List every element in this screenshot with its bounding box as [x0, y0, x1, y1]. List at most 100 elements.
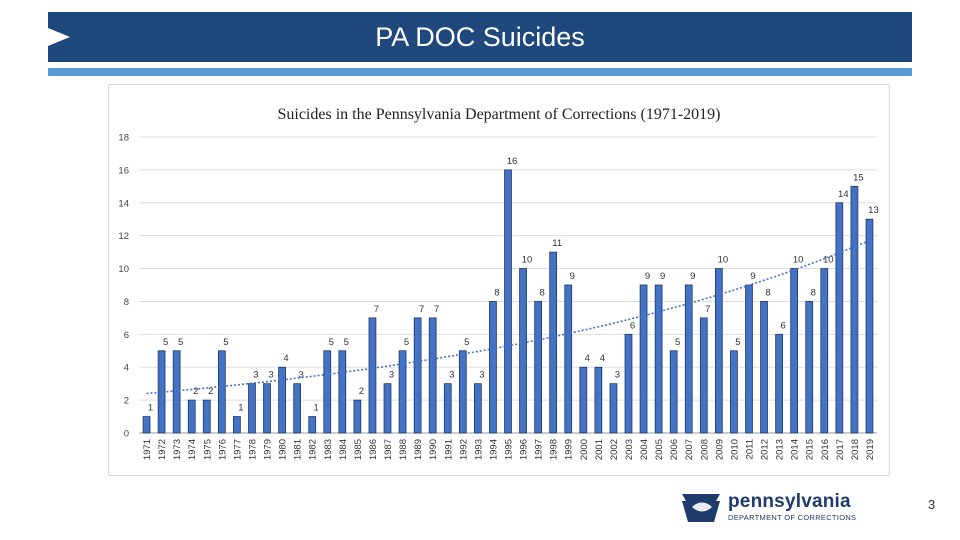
data-label: 8 — [765, 287, 770, 298]
x-tick-label: 1972 — [157, 439, 168, 460]
x-tick-label: 2004 — [639, 439, 650, 460]
data-label: 5 — [329, 337, 334, 348]
data-label: 5 — [344, 337, 349, 348]
x-tick-label: 1977 — [232, 439, 243, 460]
x-tick-label: 1985 — [353, 439, 364, 460]
x-tick-label: 1974 — [187, 439, 198, 460]
data-label: 6 — [630, 320, 635, 331]
x-tick-label: 1976 — [217, 439, 228, 460]
x-tick-label: 2013 — [775, 439, 786, 460]
y-tick-label: 2 — [124, 396, 129, 407]
data-label: 10 — [793, 255, 804, 266]
y-tick-label: 12 — [118, 231, 129, 242]
bar — [760, 301, 768, 434]
bar — [594, 366, 603, 434]
data-label: 9 — [570, 271, 575, 282]
data-label: 1 — [148, 403, 153, 414]
chart-frame: Suicides in the Pennsylvania Department … — [108, 84, 890, 476]
bar — [519, 268, 527, 434]
x-tick-label: 1992 — [458, 439, 469, 460]
x-tick-label: 2014 — [790, 439, 801, 460]
x-tick-label: 2007 — [684, 439, 695, 460]
x-tick-label: 1971 — [142, 439, 153, 460]
data-label: 9 — [645, 271, 650, 282]
x-tick-label: 1987 — [383, 439, 394, 460]
bar — [413, 317, 422, 434]
data-label: 10 — [823, 255, 834, 266]
bar — [248, 383, 256, 434]
data-label: 10 — [718, 255, 729, 266]
x-tick-label: 1983 — [323, 439, 334, 460]
data-label: 13 — [868, 205, 879, 216]
x-tick-label: 2008 — [699, 439, 710, 460]
x-tick-label: 2005 — [654, 439, 665, 460]
x-tick-label: 1975 — [202, 439, 213, 460]
data-label: 5 — [163, 337, 168, 348]
bar — [504, 169, 512, 434]
data-label: 16 — [507, 156, 518, 167]
data-label: 2 — [193, 386, 198, 397]
bar — [865, 218, 874, 434]
x-tick-label: 1978 — [247, 439, 258, 460]
bar — [714, 268, 723, 434]
bar — [639, 284, 648, 434]
data-label: 5 — [735, 337, 740, 348]
x-tick-label: 2003 — [624, 439, 635, 460]
bar — [474, 383, 482, 434]
data-label: 2 — [208, 386, 213, 397]
data-label: 3 — [479, 370, 484, 381]
bar — [263, 383, 271, 434]
bar — [699, 317, 708, 434]
title-accent-rule — [48, 68, 912, 76]
x-tick-label: 2018 — [850, 439, 861, 460]
data-label: 3 — [298, 370, 303, 381]
x-tick-label: 1990 — [428, 439, 439, 460]
x-tick-label: 1989 — [413, 439, 424, 460]
bar — [684, 284, 693, 434]
x-tick-label: 2012 — [760, 439, 771, 460]
data-label: 7 — [419, 304, 424, 315]
bar — [398, 350, 407, 434]
x-tick-label: 2006 — [669, 439, 680, 460]
data-label: 9 — [690, 271, 695, 282]
x-tick-label: 2002 — [609, 439, 620, 460]
bar — [624, 333, 633, 434]
data-label: 14 — [838, 189, 849, 200]
bar — [172, 350, 181, 434]
data-label: 8 — [811, 287, 816, 298]
x-tick-label: 1986 — [368, 439, 379, 460]
bar — [805, 301, 814, 434]
x-tick-label: 1979 — [263, 439, 274, 460]
slide-title: PA DOC Suicides — [375, 22, 585, 52]
suicides-bar-chart: Suicides in the Pennsylvania Department … — [118, 106, 879, 460]
bar — [579, 366, 588, 434]
data-label: 5 — [404, 337, 409, 348]
x-tick-label: 1999 — [564, 439, 575, 460]
bar — [745, 284, 753, 434]
y-tick-label: 10 — [118, 264, 129, 275]
y-tick-label: 16 — [118, 165, 129, 176]
data-label: 1 — [314, 403, 319, 414]
data-label: 7 — [374, 304, 379, 315]
x-tick-label: 2015 — [805, 439, 816, 460]
x-tick-label: 1988 — [398, 439, 409, 460]
bar — [233, 416, 241, 434]
data-label: 3 — [268, 370, 273, 381]
bar — [308, 416, 317, 434]
bar — [217, 350, 226, 434]
bar — [157, 350, 166, 434]
bar — [428, 317, 437, 434]
x-tick-label: 1995 — [504, 439, 515, 460]
bar — [564, 284, 573, 434]
data-label: 3 — [449, 370, 454, 381]
data-label: 9 — [660, 271, 665, 282]
bar — [850, 185, 859, 434]
data-label: 8 — [539, 287, 544, 298]
data-label: 9 — [750, 271, 755, 282]
bar — [458, 350, 467, 434]
x-tick-label: 1984 — [338, 439, 349, 460]
bar — [654, 284, 663, 434]
x-tick-label: 1982 — [308, 439, 319, 460]
y-tick-label: 0 — [124, 429, 129, 440]
data-label: 3 — [389, 370, 394, 381]
